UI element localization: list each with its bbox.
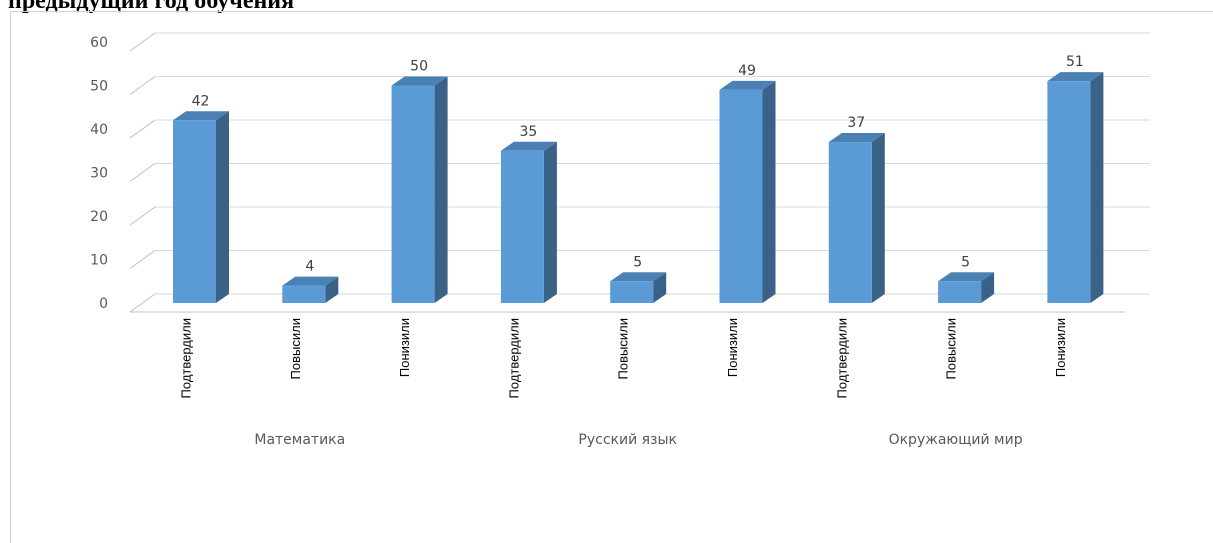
data-label: 51 bbox=[1066, 54, 1084, 70]
bar-side bbox=[871, 133, 885, 303]
chart-frame bbox=[10, 11, 1213, 543]
x-category-label: Подтвердили bbox=[834, 318, 849, 398]
gridline-edge bbox=[129, 250, 156, 269]
data-labels: 42 4 50 35 5 49 37 5 51 bbox=[192, 54, 1084, 274]
x-group-label: Русский язык bbox=[578, 432, 677, 448]
gridline-edge bbox=[129, 293, 156, 313]
bar bbox=[391, 85, 435, 303]
y-tick-label: 20 bbox=[90, 209, 108, 225]
bar bbox=[282, 285, 326, 303]
data-label: 4 bbox=[305, 259, 314, 275]
bar bbox=[1047, 81, 1091, 304]
bar-top bbox=[719, 80, 776, 90]
y-tick-label: 10 bbox=[90, 253, 108, 269]
data-label: 42 bbox=[192, 93, 210, 109]
bar-top bbox=[610, 272, 667, 282]
x-category-label: Подтвердили bbox=[506, 318, 521, 398]
gridline-edge bbox=[129, 163, 156, 182]
bar-side bbox=[762, 80, 776, 303]
x-group-label: Окружающий мир bbox=[889, 432, 1023, 448]
gridline-edge bbox=[129, 119, 156, 139]
bar bbox=[500, 150, 544, 303]
y-tick-label: 60 bbox=[90, 35, 108, 51]
x-category-label: Понизили bbox=[397, 318, 412, 377]
bar-top bbox=[938, 272, 995, 282]
bar-top bbox=[1047, 72, 1104, 82]
x-group-label: Математика bbox=[254, 432, 345, 448]
y-tick-label: 30 bbox=[90, 166, 108, 182]
page-heading: предыдущий год обучения bbox=[8, 0, 295, 14]
bar bbox=[828, 142, 872, 303]
bar-side bbox=[1090, 72, 1104, 304]
x-category-label: Повысили bbox=[944, 318, 959, 379]
bar-side bbox=[325, 276, 339, 303]
data-label: 50 bbox=[410, 59, 428, 75]
bar-top bbox=[828, 133, 885, 143]
bar bbox=[173, 120, 216, 303]
bar-side bbox=[216, 111, 229, 303]
bar-top bbox=[173, 111, 229, 121]
x-category-label: Повысили bbox=[616, 318, 631, 379]
bar-top bbox=[500, 141, 557, 151]
bar-side bbox=[653, 272, 667, 303]
data-label: 37 bbox=[847, 115, 865, 131]
y-axis: 0 10 20 30 40 50 60 bbox=[90, 35, 108, 312]
y-tick-label: 0 bbox=[99, 296, 108, 312]
x-category-label: Подтвердили bbox=[179, 318, 194, 398]
bar bbox=[610, 281, 654, 303]
bars bbox=[173, 72, 1104, 304]
data-label: 5 bbox=[633, 254, 642, 270]
x-axis-groups: Математика Русский язык Окружающий мир bbox=[254, 432, 1022, 448]
y-tick-label: 40 bbox=[90, 122, 108, 138]
bar-side bbox=[543, 141, 557, 303]
bar-side bbox=[981, 272, 995, 303]
x-category-label: Повысили bbox=[288, 318, 303, 379]
bar-side bbox=[434, 76, 448, 303]
bar-top bbox=[391, 76, 448, 86]
gridline-edge bbox=[129, 206, 156, 226]
data-label: 5 bbox=[961, 254, 970, 270]
bar-top bbox=[282, 276, 339, 286]
gridlines bbox=[129, 32, 1150, 313]
data-label: 49 bbox=[738, 63, 756, 79]
x-axis-categories: Подтвердили Повысили Понизили Подтвердили По… bbox=[179, 318, 1068, 398]
gridline-edge bbox=[129, 76, 156, 95]
x-category-label: Понизили bbox=[1053, 318, 1068, 377]
y-tick-label: 50 bbox=[90, 79, 108, 95]
gridline-edge bbox=[129, 32, 156, 52]
bar bbox=[719, 89, 763, 303]
x-category-label: Понизили bbox=[725, 318, 740, 377]
data-label: 35 bbox=[519, 124, 537, 140]
bar bbox=[938, 281, 982, 303]
